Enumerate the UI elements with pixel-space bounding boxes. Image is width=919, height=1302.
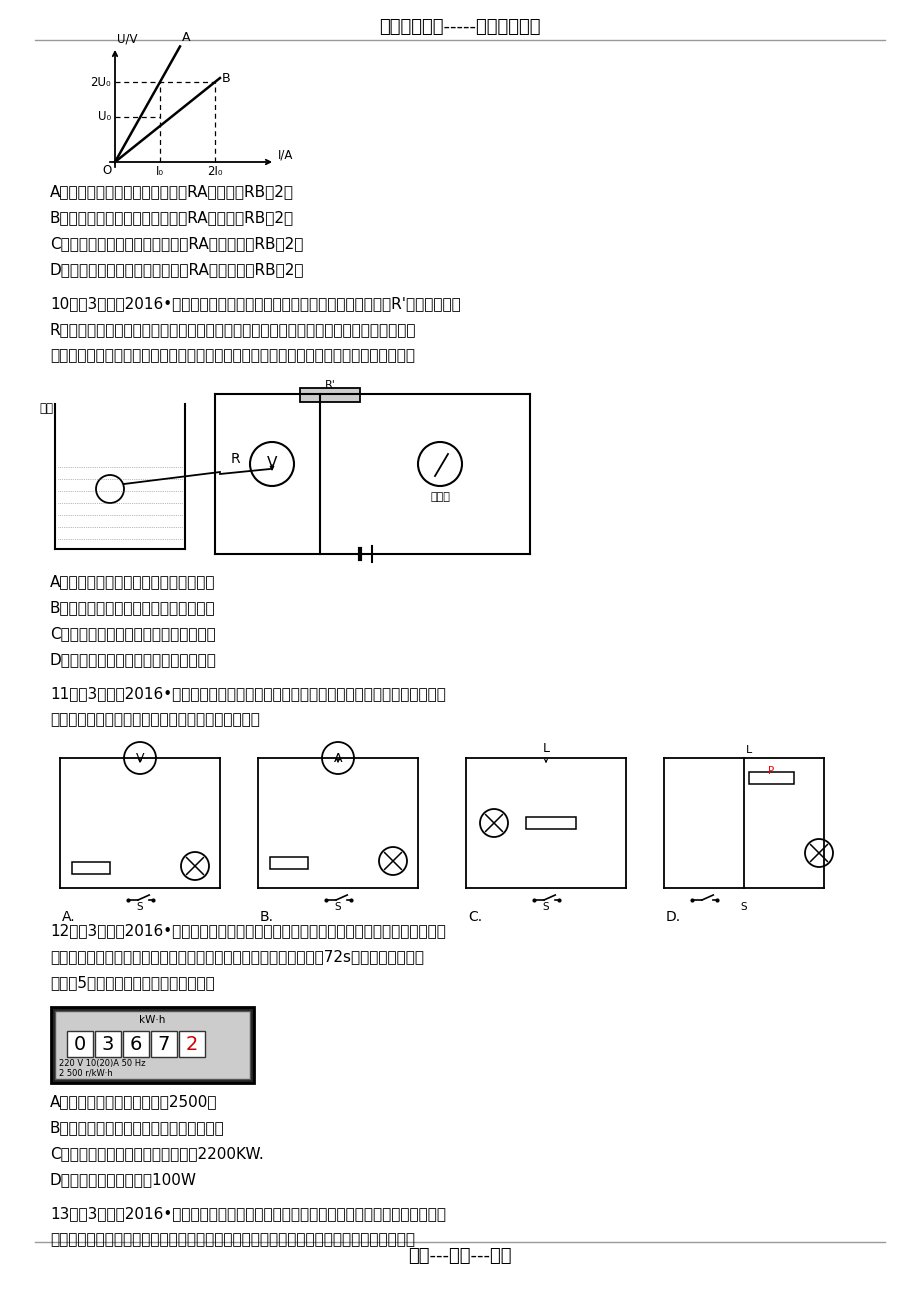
Text: A.: A. <box>62 910 75 924</box>
Text: 6: 6 <box>130 1035 142 1053</box>
Bar <box>151 1031 176 1057</box>
Text: S: S <box>740 902 746 911</box>
Bar <box>95 1031 121 1057</box>
Text: 油量表: 油量表 <box>429 492 449 503</box>
Circle shape <box>417 441 461 486</box>
Text: P: P <box>767 766 773 776</box>
Bar <box>526 816 575 829</box>
Text: 13．（3分）（2016•深圳模拟）如图是小明家的部分电路，开始时各部分工作正常．他将: 13．（3分）（2016•深圳模拟）如图是小明家的部分电路，开始时各部分工作正常… <box>50 1206 446 1221</box>
Text: 2U₀: 2U₀ <box>90 76 111 89</box>
Text: D.: D. <box>665 910 680 924</box>
Text: V: V <box>267 457 277 471</box>
Bar <box>300 388 359 402</box>
Circle shape <box>322 742 354 773</box>
Circle shape <box>804 838 832 867</box>
Text: C．若将它们串联接在电源两端，RA的电功率是RB的2倍: C．若将它们串联接在电源两端，RA的电功率是RB的2倍 <box>50 236 303 251</box>
Text: 2I₀: 2I₀ <box>207 165 222 178</box>
Text: 浮标: 浮标 <box>39 402 53 415</box>
Text: 3: 3 <box>102 1035 114 1053</box>
Text: D．当油面高度降低时，电压表示数增大: D．当油面高度降低时，电压表示数增大 <box>50 652 217 667</box>
Text: B.: B. <box>260 910 274 924</box>
Text: I/A: I/A <box>278 148 293 161</box>
Text: S: S <box>335 902 341 911</box>
Circle shape <box>379 848 406 875</box>
Text: 220 V 10(20)A 50 Hz: 220 V 10(20)A 50 Hz <box>59 1059 145 1068</box>
Text: A．当油面高度升高时，油量表示数减小: A．当油面高度升高时，油量表示数减小 <box>50 574 215 589</box>
Text: S: S <box>542 902 549 911</box>
Text: R: R <box>230 452 240 466</box>
Text: L: L <box>542 742 549 755</box>
Text: L: L <box>745 745 752 755</box>
Text: 2: 2 <box>186 1035 198 1053</box>
Bar <box>67 1031 93 1057</box>
Text: A: A <box>182 31 190 44</box>
Text: A: A <box>334 751 342 764</box>
Text: 示数变化可以反映油面的高度变化．关于此装置的工作原理，下列说法中正确的是（　　）: 示数变化可以反映油面的高度变化．关于此装置的工作原理，下列说法中正确的是（ ） <box>50 348 414 363</box>
Text: 2 500 r/kW·h: 2 500 r/kW·h <box>59 1069 113 1078</box>
Bar <box>269 857 308 868</box>
Text: 的几种方案，你认为可以达到目的的方案是（　　）: 的几种方案，你认为可以达到目的的方案是（ ） <box>50 712 259 727</box>
Circle shape <box>181 852 209 880</box>
Text: kW·h: kW·h <box>139 1016 165 1025</box>
Text: B: B <box>221 72 231 85</box>
Text: 电饭煲的插头插入三孔插座后，正烧水的电热壶突然停止工作，但电灯仍正常发光，拔出电: 电饭煲的插头插入三孔插座后，正烧水的电热壶突然停止工作，但电灯仍正常发光，拔出电 <box>50 1232 414 1247</box>
Text: R': R' <box>324 380 335 391</box>
Text: 10．（3分）（2016•深圳模拟）如图是一种可测定油箱内油面高度的装置，R'是定值电阻，: 10．（3分）（2016•深圳模拟）如图是一种可测定油箱内油面高度的装置，R'是… <box>50 296 460 311</box>
Text: I₀: I₀ <box>156 165 164 178</box>
Circle shape <box>480 809 507 837</box>
Bar <box>72 862 110 874</box>
Text: U₀: U₀ <box>97 111 111 124</box>
Text: 11．（3分）（2016•金昌一模）如图所示，是文文同学设计的用滑动变阻器调节灯泡亮度: 11．（3分）（2016•金昌一模）如图所示，是文文同学设计的用滑动变阻器调节灯… <box>50 686 446 700</box>
Text: S: S <box>137 902 143 911</box>
Text: U/V: U/V <box>117 33 137 46</box>
Text: C．当油面高度降低时，油量表示数增大: C．当油面高度降低时，油量表示数增大 <box>50 626 216 641</box>
Bar <box>179 1031 205 1057</box>
Bar <box>55 1010 250 1079</box>
Text: V: V <box>136 751 144 764</box>
Text: C．此电能表所在电路的最大功率为2200KW.: C．此电能表所在电路的最大功率为2200KW. <box>50 1146 264 1161</box>
Text: D．若将它们并联接在电源两端，RA的电功率是RB的2倍: D．若将它们并联接在电源两端，RA的电功率是RB的2倍 <box>50 262 304 277</box>
Text: 0: 0 <box>74 1035 86 1053</box>
Text: 精选优质文档-----倾情为你奉上: 精选优质文档-----倾情为你奉上 <box>379 18 540 36</box>
Bar <box>123 1031 149 1057</box>
Text: 功率多大，于是他将家里其他用电器都关闭，只让电风扇单独工作了72s，如图的电能表转: 功率多大，于是他将家里其他用电器都关闭，只让电风扇单独工作了72s，如图的电能表… <box>50 949 424 963</box>
Text: R是滑动变阻器，它的金属滑片是杠杆的一端，油量表由电流表改装而成，通过两只电表的: R是滑动变阻器，它的金属滑片是杠杆的一端，油量表由电流表改装而成，通过两只电表的 <box>50 322 416 337</box>
Text: B．当油面高度升高时，电压表示数增大: B．当油面高度升高时，电压表示数增大 <box>50 600 215 615</box>
Text: A．此电能表转盘每小时转过2500转: A．此电能表转盘每小时转过2500转 <box>50 1094 217 1109</box>
Text: O: O <box>103 164 112 177</box>
Text: D．电风扇的实际功率是100W: D．电风扇的实际功率是100W <box>50 1172 197 1187</box>
Text: 专心---专注---专业: 专心---专注---专业 <box>408 1247 511 1266</box>
Bar <box>748 772 793 784</box>
Text: B．若将它们并联接在电源两端，RA的电压是RB的2倍: B．若将它们并联接在电源两端，RA的电压是RB的2倍 <box>50 210 294 225</box>
Bar <box>51 1006 254 1083</box>
Text: C.: C. <box>468 910 482 924</box>
Circle shape <box>96 475 124 503</box>
Text: 7: 7 <box>158 1035 170 1053</box>
Text: A．若将它们串联接在电源两端，RA的电流是RB的2倍: A．若将它们串联接在电源两端，RA的电流是RB的2倍 <box>50 184 294 199</box>
Circle shape <box>250 441 294 486</box>
Text: B．电能表是测量电路中用电器功率的仪器: B．电能表是测量电路中用电器功率的仪器 <box>50 1120 224 1135</box>
Text: 盘转了5转，下列说法正确的是（　　）: 盘转了5转，下列说法正确的是（ ） <box>50 975 214 990</box>
Circle shape <box>124 742 156 773</box>
Text: 12．（3分）（2016•深圳模拟）王亮同学是个爱动脑的孩子，他想知道家里电风扇的实际: 12．（3分）（2016•深圳模拟）王亮同学是个爱动脑的孩子，他想知道家里电风扇… <box>50 923 446 937</box>
